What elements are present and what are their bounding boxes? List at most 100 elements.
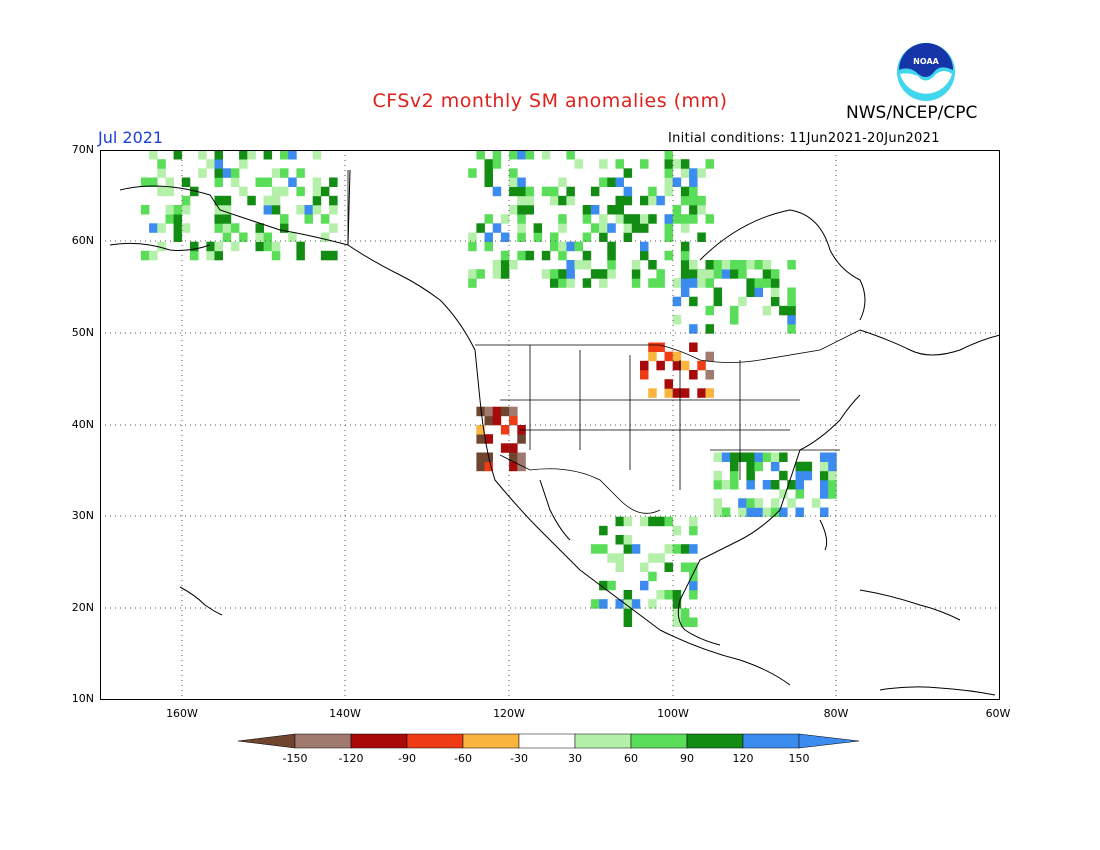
anomaly-cell — [550, 278, 559, 288]
anomaly-cell — [288, 232, 297, 242]
anomaly-cell — [550, 269, 559, 279]
anomaly-cell — [631, 544, 641, 554]
anomaly-cell — [779, 452, 788, 462]
anomaly-cell — [680, 278, 690, 288]
anomaly-cell — [140, 177, 150, 187]
anomaly-cell — [312, 177, 322, 187]
anomaly-cell — [746, 452, 755, 462]
anomaly-cell — [689, 617, 698, 627]
anomaly-cell — [705, 305, 714, 316]
anomaly-cell — [713, 452, 723, 462]
anomaly-cell — [721, 507, 731, 517]
anomaly-cell — [615, 562, 624, 572]
anomaly-cell — [689, 260, 698, 270]
anomaly-cell — [484, 461, 493, 472]
anomaly-cell — [672, 360, 682, 371]
anomaly-cell — [623, 599, 633, 609]
anomaly-cell — [500, 250, 510, 261]
anomaly-cell — [566, 260, 575, 270]
lon-label: 80W — [823, 707, 849, 720]
anomaly-cell — [672, 351, 682, 362]
anomaly-cell — [746, 278, 755, 288]
anomaly-cell — [230, 168, 240, 178]
anomaly-cell — [640, 250, 649, 261]
anomaly-cell — [640, 241, 649, 252]
anomaly-cell — [468, 232, 477, 242]
anomaly-cell — [705, 370, 714, 380]
anomaly-cell — [656, 360, 665, 371]
anomaly-cell — [607, 260, 616, 270]
anomaly-cell — [517, 214, 526, 224]
anomaly-cell — [664, 150, 673, 160]
lon-label: 100W — [657, 707, 689, 720]
anomaly-cell — [787, 498, 796, 508]
anomaly-cell — [500, 425, 510, 435]
anomaly-cell — [566, 269, 575, 279]
legend-label: -90 — [398, 752, 416, 765]
anomaly-cell — [787, 315, 796, 325]
anomaly-cell — [672, 214, 682, 224]
anomaly-cell — [173, 205, 183, 215]
anomaly-cell — [770, 296, 780, 307]
anomaly-cell — [492, 223, 502, 233]
anomaly-cell — [558, 214, 567, 224]
lat-label: 60N — [71, 234, 94, 247]
anomaly-cell — [558, 195, 567, 206]
anomaly-cell — [582, 214, 592, 224]
lat-label: 20N — [71, 601, 94, 614]
anomaly-cell — [582, 278, 592, 288]
anomaly-cell — [492, 150, 502, 160]
anomaly-cell — [500, 232, 510, 242]
anomaly-cell — [214, 177, 223, 187]
anomaly-cell — [599, 159, 608, 169]
anomaly-cell — [247, 195, 256, 206]
lon-label: 160W — [166, 707, 198, 720]
legend-label: -30 — [510, 752, 528, 765]
anomaly-cell — [263, 195, 273, 206]
anomaly-cell — [509, 260, 518, 270]
anomaly-cell — [820, 480, 829, 490]
anomaly-cell — [271, 241, 281, 252]
anomaly-cell — [468, 241, 477, 252]
lat-label: 40N — [71, 418, 94, 431]
anomaly-cell — [656, 516, 665, 527]
anomaly-cell — [599, 580, 608, 591]
anomaly-cell — [664, 232, 673, 242]
anomaly-cell — [672, 617, 682, 627]
anomaly-cell — [680, 360, 690, 371]
anomaly-cell — [672, 599, 682, 609]
anomaly-cell — [255, 232, 264, 242]
anomaly-cell — [590, 599, 600, 609]
anomaly-cell — [599, 525, 608, 536]
anomaly-cell — [280, 150, 289, 160]
anomaly-cell — [730, 452, 739, 462]
legend-label: 150 — [788, 752, 810, 765]
anomaly-cell — [206, 250, 215, 261]
anomaly-cell — [713, 507, 723, 517]
anomaly-cell — [713, 296, 723, 307]
anomaly-cell — [271, 195, 281, 206]
anomaly-cell — [705, 351, 714, 362]
anomaly-cell — [517, 434, 526, 444]
anomaly-cell — [680, 388, 690, 398]
legend-swatch — [406, 733, 464, 749]
anomaly-cell — [689, 168, 698, 178]
anomaly-cell — [509, 177, 518, 187]
anomaly-cell — [680, 269, 690, 279]
anomaly-cell — [476, 406, 485, 417]
noaa-logo: NOAA — [897, 43, 955, 101]
anomaly-cell — [509, 452, 518, 462]
anomaly-cell — [263, 232, 273, 242]
anomaly-cell — [689, 177, 698, 187]
anomaly-cell — [689, 580, 698, 591]
anomaly-cell — [680, 223, 690, 233]
anomaly-cell — [672, 296, 682, 307]
anomaly-cell — [680, 287, 690, 297]
anomaly-cell — [705, 278, 714, 288]
anomaly-cell — [648, 599, 657, 609]
anomaly-cell — [582, 232, 592, 242]
anomaly-cell — [672, 205, 682, 215]
anomaly-cell — [517, 177, 526, 187]
anomaly-cell — [590, 186, 600, 197]
anomaly-cell — [329, 250, 338, 261]
